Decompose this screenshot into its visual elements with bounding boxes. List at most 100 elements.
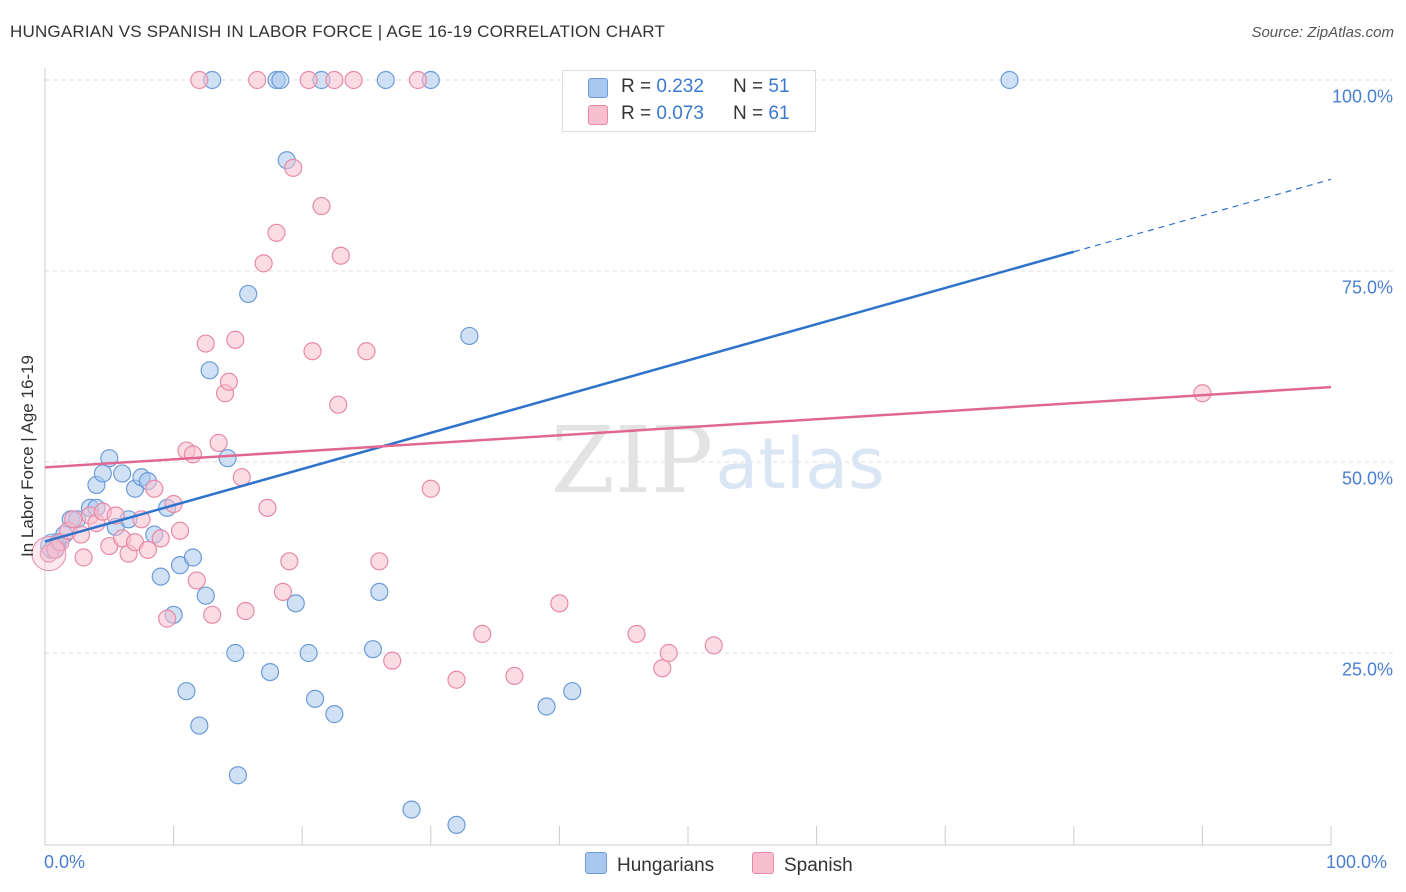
hungarian-point [190,716,209,735]
hungarian-point [200,361,219,380]
hungarians-legend-label: Hungarians [617,855,715,876]
legend-item-hungarians[interactable]: Hungarians [585,852,714,877]
spanish-point [550,594,569,613]
spanish-point [659,643,678,663]
y-tick-label-50: 50.0% [1341,468,1393,489]
spanish-point [170,521,190,540]
x-tick-label-max: 100.0% [1326,852,1388,872]
spanish-r: R = 0.073 [621,103,704,125]
spanish-point [331,246,350,265]
hungarian-point [299,643,318,663]
x-tick-label-min: 0.0% [44,852,86,872]
source-credit: Source: ZipAtlas.com [1251,24,1394,41]
hungarian-point [286,594,305,613]
spanish-point [254,254,273,273]
spanish-point [226,330,245,349]
hungarian-point [1000,70,1019,90]
spanish-point [447,670,466,689]
gridlines [45,79,1393,654]
r-label: R = [621,103,657,124]
hungarian-point [447,815,466,835]
spanish-swatch [588,105,608,125]
spanish-point [284,158,303,177]
spanish-legend-swatch [752,852,774,874]
hungarians-swatch [588,78,608,98]
spanish-point [505,666,524,686]
spanish-point [653,659,672,678]
r-value: 0.073 [656,103,704,124]
trend-lines [44,178,1332,543]
spanish-n: N = 61 [733,103,790,125]
y-axis-label: In Labor Force | Age 16-19 [18,355,37,557]
spanish-point [64,510,83,529]
spanish-point-cluster [31,536,67,572]
spanish-point [258,498,277,517]
spanish-point [203,605,222,624]
hungarian-point [228,766,247,785]
hungarian-point [363,640,383,659]
y-tick-label-100: 100.0% [1331,86,1393,107]
hungarian-point [325,705,344,724]
stats-legend: R = 0.232 N = 51 R = 0.073 N = 61 [562,70,816,132]
spanish-point [209,433,228,452]
legend-item-spanish[interactable]: Spanish [752,852,853,877]
spanish-point [357,342,376,361]
spanish-point [158,609,177,628]
hungarian-point [93,464,112,483]
spanish-point [219,372,238,391]
hungarian-point [183,548,202,567]
spanish-point [236,601,255,621]
chart-title: HUNGARIAN VS SPANISH IN LABOR FORCE | AG… [10,22,666,41]
r-value: 0.232 [656,76,704,97]
watermark-atlas: atlas [715,423,884,505]
spanish-point [325,70,344,90]
hungarian-point [537,697,556,716]
spanish-point [312,196,331,216]
spanish-point [145,479,164,498]
hungarians-legend-swatch [585,852,607,874]
y-tick-label-25: 25.0% [1341,659,1393,680]
spanish-point [267,223,286,242]
hungarian-point [239,284,258,304]
n-label: N = [733,76,769,97]
y-tick-label-75: 75.0% [1341,277,1393,298]
hungarian-point [402,800,421,819]
hungarian-point [260,662,280,682]
spanish-point [190,70,209,90]
legend-row-spanish: R = 0.073 N = 61 [563,101,815,127]
spanish-points [31,70,1212,689]
axes [44,68,1332,846]
spanish-point [74,548,93,567]
spanish-point [408,70,428,90]
hungarian-point [218,449,237,468]
spanish-point [196,334,215,353]
hungarian-point [370,582,389,601]
spanish-point [138,540,157,559]
spanish-point [248,70,267,90]
r-label: R = [621,76,657,97]
n-value: 51 [768,76,790,97]
spanish-point [383,651,402,670]
spanish-point [151,529,170,548]
spanish-point [299,70,318,90]
spanish-point [329,395,348,414]
spanish-point [303,342,322,361]
spanish-point [273,582,293,601]
spanish-point [1193,384,1212,403]
hungarians-n: N = 51 [733,76,790,98]
spanish-point [421,479,440,498]
hungarians-trend-extension [1073,178,1332,253]
hungarians-trend-line [44,250,1075,543]
spanish-point [370,552,389,571]
legend-row-hungarians: R = 0.232 N = 51 [563,74,815,100]
spanish-point [627,624,646,644]
spanish-trend-line [44,385,1332,469]
spanish-point [187,571,206,590]
hungarian-point [113,464,132,483]
hungarian-point [271,70,290,90]
spanish-point [344,70,363,90]
hungarian-point [226,643,245,663]
hungarian-point [563,682,582,701]
spanish-point [280,552,299,571]
